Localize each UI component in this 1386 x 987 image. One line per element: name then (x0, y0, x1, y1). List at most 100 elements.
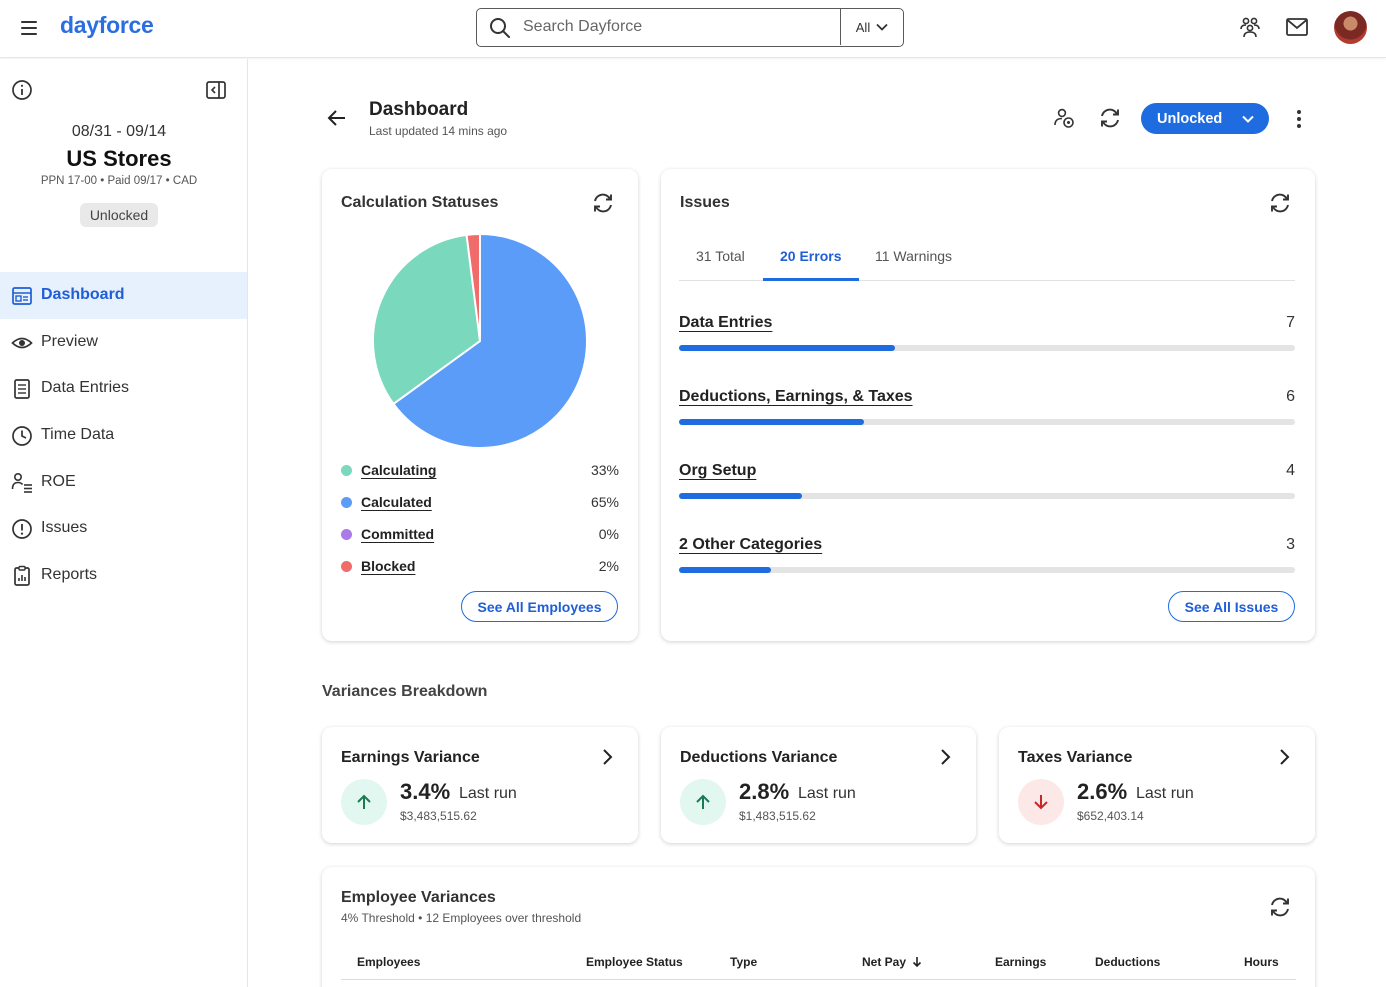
issue-progress-fill (679, 345, 895, 351)
variance-percent: 2.6% (1077, 779, 1128, 804)
tab-warnings[interactable]: 11 Warnings (875, 248, 953, 264)
tab-errors[interactable]: 20 Errors (780, 248, 842, 264)
employee-variances-card: Employee Variances 4% Threshold • 12 Emp… (322, 867, 1315, 987)
active-tab-indicator (763, 278, 859, 281)
chevron-down-icon (1242, 115, 1254, 123)
legend-label-calculating[interactable]: Calculating (361, 462, 437, 478)
arrow-down-icon (1034, 795, 1048, 810)
issue-label[interactable]: Org Setup (679, 462, 757, 479)
sidebar-item-label: Dashboard (41, 286, 125, 304)
collapse-sidebar-icon[interactable] (205, 80, 227, 100)
legend-label-committed[interactable]: Committed (361, 526, 435, 542)
column-header-type[interactable]: Type (730, 955, 758, 969)
mail-icon[interactable] (1285, 17, 1309, 37)
variance-percent: 2.8% (739, 779, 790, 804)
refresh-icon[interactable] (1098, 106, 1122, 130)
see-all-employees-button[interactable]: See All Employees (461, 591, 618, 622)
section-title: Variances Breakdown (322, 683, 488, 700)
issue-count: 6 (1286, 388, 1295, 405)
more-options-icon[interactable] (1290, 108, 1308, 130)
unlocked-status-button[interactable]: Unlocked (1141, 103, 1269, 134)
chevron-down-icon (876, 23, 888, 31)
chevron-right-icon[interactable] (1279, 748, 1291, 766)
column-header-hours[interactable]: Hours (1244, 955, 1279, 969)
legend-calculating: Calculating 33% (341, 460, 619, 480)
avatar[interactable] (1334, 11, 1367, 44)
back-arrow-icon[interactable] (326, 108, 348, 128)
variance-amount: $652,403.14 (1077, 809, 1144, 823)
sidebar-item-time-data[interactable]: Time Data (0, 412, 247, 459)
card-title: Employee Variances (341, 889, 496, 906)
people-icon[interactable] (1238, 15, 1262, 39)
sidebar-item-issues[interactable]: Issues (0, 505, 247, 552)
column-header-deductions[interactable]: Deductions (1095, 955, 1161, 969)
legend-dot-blocked (341, 560, 352, 572)
chevron-right-icon[interactable] (940, 748, 952, 766)
tab-total[interactable]: 31 Total (696, 248, 745, 264)
variance-last-run: Last run (1136, 785, 1194, 802)
info-icon[interactable] (11, 79, 33, 101)
trend-circle (680, 779, 726, 825)
column-header-employees[interactable]: Employees (357, 955, 421, 969)
variance-amount: $3,483,515.62 (400, 809, 477, 823)
issue-label[interactable]: Deductions, Earnings, & Taxes (679, 388, 913, 405)
dayforce-logo[interactable]: dayforce (60, 12, 154, 38)
refresh-icon[interactable] (1268, 895, 1292, 919)
sidebar-item-data-entries[interactable]: Data Entries (0, 365, 247, 412)
deductions-variance-card[interactable]: Deductions Variance 2.8% Last run $1,483… (661, 727, 976, 843)
column-header-earnings[interactable]: Earnings (995, 955, 1047, 969)
taxes-variance-card[interactable]: Taxes Variance 2.6% Last run $652,403.14 (999, 727, 1315, 843)
issue-row-data-entries: Data Entries 7 (679, 314, 1295, 354)
sort-down-arrow-icon (912, 957, 922, 968)
document-icon (14, 379, 30, 400)
issue-label[interactable]: Data Entries (679, 314, 773, 331)
trend-circle (341, 779, 387, 825)
variance-title: Deductions Variance (680, 749, 838, 766)
sidebar-item-reports[interactable]: Reports (0, 552, 247, 599)
store-name: US Stores (66, 146, 172, 171)
legend-label-blocked[interactable]: Blocked (361, 558, 416, 574)
issue-progress-track (679, 419, 1295, 425)
see-all-issues-button[interactable]: See All Issues (1168, 591, 1295, 622)
sidebar-item-label: Time Data (41, 426, 115, 444)
pay-meta: PPN 17-00 • Paid 09/17 • CAD (40, 175, 198, 187)
sidebar-item-label: Data Entries (41, 379, 130, 397)
pie-slice-calculating (372, 233, 482, 406)
page-title: Dashboard (369, 99, 469, 120)
issue-count: 4 (1286, 462, 1295, 479)
issues-card: Issues 31 Total 20 Errors 11 Warnings Da… (661, 169, 1315, 641)
search-scope-dropdown[interactable]: All (840, 9, 903, 45)
variance-title: Earnings Variance (341, 749, 480, 766)
sidebar-item-dashboard[interactable]: Dashboard (0, 272, 247, 319)
legend-value-calculated: 65% (590, 494, 619, 510)
sidebar-item-label: Preview (41, 332, 98, 350)
search-scope-label: All (855, 19, 871, 35)
person-settings-icon[interactable] (1052, 106, 1076, 130)
legend-label-calculated[interactable]: Calculated (361, 494, 432, 510)
card-subtitle: 4% Threshold • 12 Employees over thresho… (341, 911, 582, 925)
alert-icon (12, 519, 32, 539)
issue-label[interactable]: 2 Other Categories (679, 536, 823, 553)
column-header-net-pay[interactable]: Net Pay (862, 955, 922, 969)
card-title: Issues (680, 194, 730, 211)
menu-icon[interactable] (18, 17, 40, 39)
variance-percent: 3.4% (400, 779, 451, 804)
legend-dot-calculated (341, 496, 352, 508)
calculation-status-pie-chart (372, 232, 588, 449)
issue-row-deductions: Deductions, Earnings, & Taxes 6 (679, 388, 1295, 428)
sidebar-nav: Dashboard Preview Data Entries Time Da (0, 272, 247, 598)
search-input[interactable] (523, 9, 813, 45)
person-list-icon (11, 473, 32, 494)
sidebar-item-roe[interactable]: ROE (0, 458, 247, 505)
eye-icon (11, 337, 33, 348)
status-badge: Unlocked (80, 203, 158, 227)
chevron-right-icon[interactable] (602, 748, 614, 766)
column-header-employee-status[interactable]: Employee Status (586, 955, 683, 969)
sidebar-item-preview[interactable]: Preview (0, 319, 247, 366)
refresh-icon[interactable] (591, 191, 615, 215)
earnings-variance-card[interactable]: Earnings Variance 3.4% Last run $3,483,5… (322, 727, 638, 843)
legend-dot-committed (341, 528, 352, 540)
search-icon (490, 18, 510, 38)
refresh-icon[interactable] (1268, 191, 1292, 215)
arrow-up-icon (357, 794, 371, 809)
